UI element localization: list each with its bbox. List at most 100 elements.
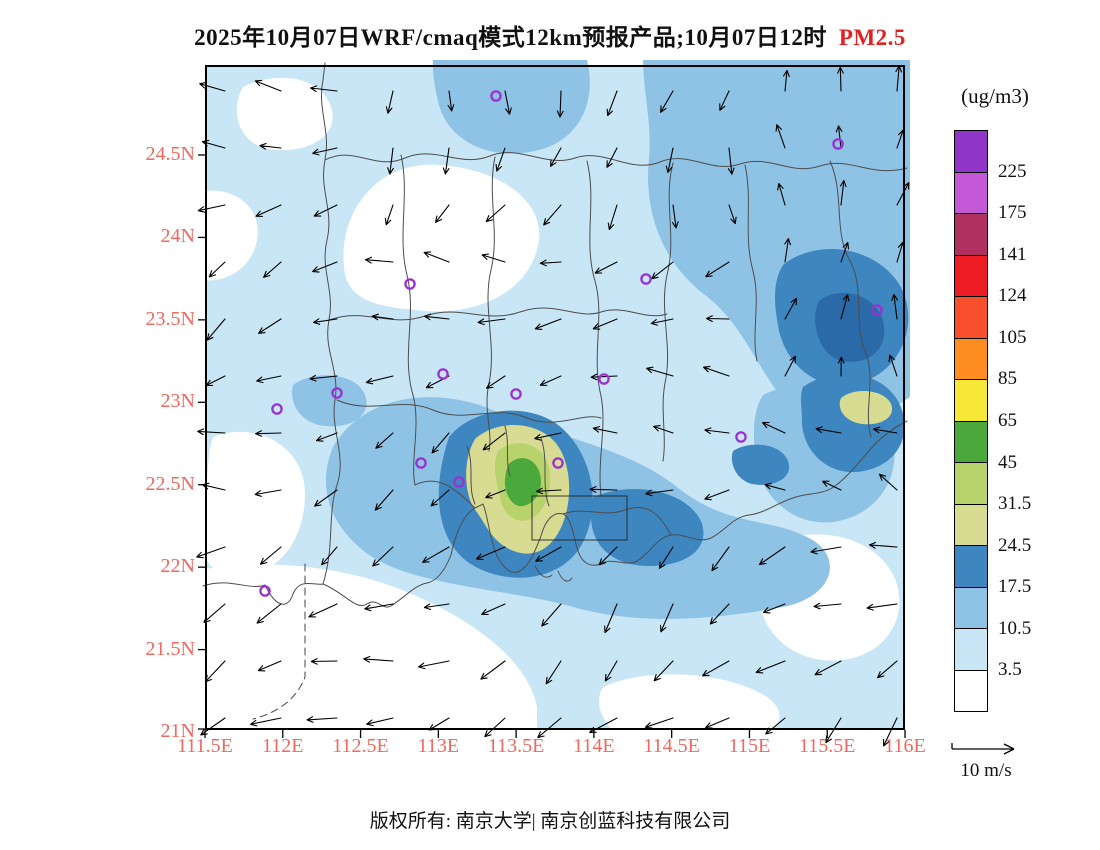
wind-vector — [197, 204, 226, 213]
wind-vector — [206, 318, 226, 341]
wind-vector — [810, 546, 842, 555]
wind-vector — [556, 90, 564, 118]
colorbar-swatch — [955, 545, 987, 587]
wind-vector — [868, 541, 898, 549]
wind-vector — [762, 603, 786, 614]
wind-vector — [485, 489, 506, 499]
wind-arrows — [196, 65, 910, 747]
wind-vector — [477, 318, 506, 326]
title-species: PM2.5 — [838, 25, 906, 50]
wind-vector — [665, 147, 674, 173]
wind-vector — [658, 546, 674, 569]
wind-vector — [607, 204, 618, 231]
wind-vector — [313, 204, 338, 217]
wind-vector — [604, 660, 618, 682]
wind-vector — [755, 660, 786, 674]
wind-vector — [263, 261, 282, 278]
wind-vector — [480, 660, 506, 680]
wind-vector — [312, 147, 338, 156]
wind-vector — [728, 204, 737, 225]
wind-vector — [891, 293, 898, 320]
wind-vector — [481, 603, 506, 616]
colorbar-swatch — [955, 213, 987, 255]
wind-vector — [482, 432, 506, 451]
wind-vector — [704, 427, 730, 435]
lat-tick-label: 23.5N — [145, 307, 195, 330]
station-marker — [404, 278, 416, 290]
wind-vector — [704, 489, 730, 501]
wind-vector — [784, 297, 798, 320]
maritime-boundary-dashed — [252, 563, 306, 720]
wind-vector — [258, 318, 282, 334]
lat-tick-label: 24N — [160, 225, 195, 248]
lon-tick-label: 115E — [728, 735, 771, 757]
wind-vector — [671, 204, 679, 229]
wind-vector — [365, 375, 394, 385]
wind-vector — [312, 318, 338, 325]
station-marker — [640, 273, 652, 285]
wind-vector — [197, 428, 226, 436]
wind-vector — [495, 147, 506, 172]
wind-vector — [709, 603, 730, 625]
wind-vector — [837, 356, 845, 377]
colorbar-swatch — [955, 296, 987, 338]
wind-vector — [813, 602, 842, 610]
colorbar-value: 31.5 — [998, 493, 1032, 515]
lon-tick-label: 115.5E — [798, 735, 856, 757]
station-marker — [871, 304, 883, 316]
wind-vector — [534, 432, 562, 441]
wind-vector — [815, 426, 842, 434]
colorbar-swatch — [955, 669, 987, 711]
wind-vector — [306, 716, 338, 723]
wind-reference-arrow — [951, 743, 1015, 755]
wind-vector — [364, 603, 394, 612]
wind-vector — [208, 261, 226, 278]
wind-vector — [784, 355, 796, 377]
wind-vector — [385, 90, 394, 114]
colorbar-value: 24.5 — [998, 534, 1032, 556]
station-marker — [453, 476, 465, 488]
wind-vector — [646, 366, 674, 377]
wind-vector — [431, 432, 450, 454]
wind-vector — [312, 261, 338, 273]
wind-vector — [196, 546, 226, 559]
station-marker — [552, 457, 564, 469]
colorbar-swatch — [955, 628, 987, 670]
wind-vector — [762, 421, 786, 434]
wind-vector — [822, 480, 842, 491]
wind-vector — [259, 142, 282, 150]
wind-vector — [310, 85, 338, 93]
wind-vector — [481, 253, 506, 263]
lat-tick-label: 21.5N — [145, 637, 195, 660]
colorbar-swatch — [955, 503, 987, 545]
wind-vector — [660, 603, 674, 633]
wind-vector — [423, 313, 450, 321]
wind-vector — [422, 546, 450, 563]
wind-vector — [590, 373, 618, 381]
wind-vector — [375, 432, 394, 449]
colorbar-value: 10.5 — [998, 617, 1032, 639]
wind-reference-label: 10 m/s — [960, 760, 1012, 781]
station-marker — [259, 585, 271, 597]
wind-vector — [758, 546, 786, 566]
lon-tick-label: 111.5E — [177, 735, 233, 757]
wind-vector — [442, 147, 450, 175]
wind-vector — [254, 79, 282, 92]
lat-tick-label: 24.5N — [145, 143, 195, 165]
colorbar — [954, 130, 988, 712]
wind-vector — [711, 546, 730, 572]
wind-vector — [592, 426, 618, 434]
wind-vector — [250, 717, 282, 727]
wind-vector — [645, 489, 674, 497]
wind-vector — [259, 546, 282, 565]
page-title: 2025年10月07日WRF/cmaq模式12km预报产品;10月07日12时 P… — [0, 18, 1100, 52]
wind-vector — [606, 90, 618, 117]
station-marker — [331, 387, 343, 399]
colorbar-swatch — [955, 254, 987, 296]
wind-vector — [254, 489, 282, 497]
wind-vector — [589, 486, 618, 493]
colorbar-units: (ug/m3) — [961, 84, 1029, 108]
station-marker — [832, 138, 844, 150]
wind-vector — [837, 66, 844, 92]
colorbar-value: 3.5 — [998, 659, 1022, 681]
